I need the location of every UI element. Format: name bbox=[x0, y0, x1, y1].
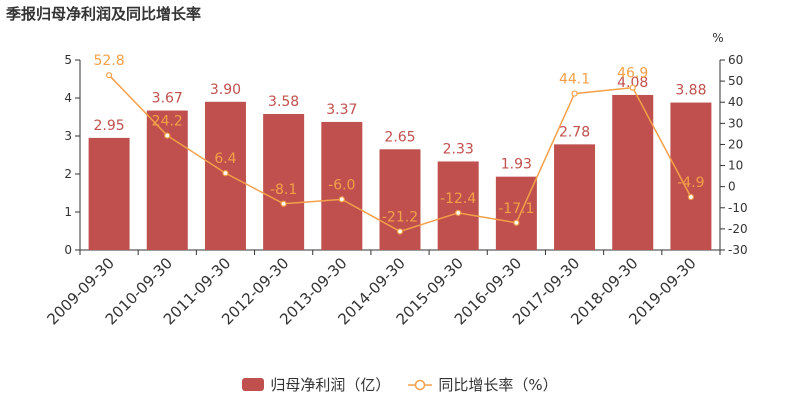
line-point bbox=[164, 132, 171, 139]
bar-value-label: 4.08 bbox=[617, 75, 648, 91]
line-value-label: 46.9 bbox=[617, 66, 648, 82]
legend-item-bar[interactable]: 归母净利润（亿） bbox=[242, 374, 390, 395]
line-value-label: -6.0 bbox=[328, 177, 355, 193]
y-right-tick-label: 50 bbox=[728, 74, 743, 88]
bar-value-label: 2.95 bbox=[94, 118, 125, 134]
legend-item-line[interactable]: 同比增长率（%） bbox=[408, 374, 558, 395]
legend-line-label: 同比增长率（%） bbox=[438, 376, 558, 394]
line-series-group bbox=[105, 72, 695, 235]
line-value-label: 24.2 bbox=[152, 114, 183, 130]
bar-value-label: 3.37 bbox=[326, 102, 357, 118]
y-left-tick-label: 0 bbox=[64, 243, 72, 257]
line-value-label: 6.4 bbox=[214, 151, 236, 167]
line-value-label: -17.1 bbox=[498, 201, 534, 217]
bar bbox=[554, 144, 596, 250]
line-point bbox=[396, 228, 404, 235]
legend-bar-swatch bbox=[242, 378, 265, 391]
bar-value-label: 3.88 bbox=[675, 83, 706, 99]
bar bbox=[495, 176, 537, 250]
line-value-label: -4.9 bbox=[677, 175, 704, 191]
y-right-unit-label: % bbox=[712, 31, 723, 45]
y-right-tick-label: 0 bbox=[728, 180, 736, 194]
legend-line-swatch bbox=[408, 379, 433, 390]
legend: 归母净利润（亿） 同比增长率（%） bbox=[0, 374, 800, 395]
bar bbox=[146, 110, 188, 250]
bar bbox=[321, 121, 363, 250]
y-left-tick-label: 1 bbox=[64, 205, 72, 219]
line-point bbox=[455, 209, 462, 216]
line-point bbox=[338, 196, 345, 203]
y-right-tick-label: 30 bbox=[728, 116, 743, 130]
legend-bar-label: 归母净利润（亿） bbox=[270, 376, 391, 394]
bar-value-label: 2.65 bbox=[384, 129, 415, 145]
bar bbox=[612, 94, 654, 251]
bar-value-label: 2.33 bbox=[443, 141, 474, 157]
bar bbox=[379, 149, 421, 250]
bar bbox=[263, 113, 305, 251]
line-point bbox=[222, 170, 229, 177]
bar-value-label: 2.78 bbox=[559, 124, 590, 140]
line-value-label: -21.2 bbox=[382, 209, 418, 225]
bar-labels-group: 2.95 3.67 3.90 3.58 3.37 2.65 2.33 1.93 2.78 4.08… bbox=[94, 75, 707, 173]
bar-value-label: 3.58 bbox=[268, 94, 299, 110]
y-left-tick-label: 3 bbox=[64, 129, 72, 143]
y-right-tick-label: -20 bbox=[728, 222, 748, 236]
bar-value-label: 1.93 bbox=[501, 157, 532, 173]
line-labels-group: 52.8 24.2 6.4 -8.1 -6.0 -21.2 -12.4 -17.1 44.1 46… bbox=[94, 53, 705, 225]
bar bbox=[437, 161, 479, 250]
line-point bbox=[513, 219, 520, 226]
line-value-label: -12.4 bbox=[440, 191, 476, 207]
line-value-label: 52.8 bbox=[94, 53, 125, 69]
line-point bbox=[629, 84, 636, 91]
line-point bbox=[280, 200, 287, 207]
line-point bbox=[105, 72, 113, 79]
line-point bbox=[571, 90, 578, 97]
chart-title: 季报归母净利润及同比增长率 bbox=[6, 5, 202, 23]
bar-value-label: 3.67 bbox=[152, 91, 183, 107]
y-left-tick-label: 5 bbox=[64, 53, 72, 67]
bar bbox=[88, 137, 130, 250]
y-right-tick-label: 40 bbox=[728, 95, 743, 109]
y-right-tick-label: -10 bbox=[728, 201, 748, 215]
bar-value-label: 3.90 bbox=[210, 82, 241, 98]
y-left-tick-label: 4 bbox=[64, 91, 72, 105]
y-right-tick-label: 20 bbox=[728, 137, 743, 151]
y-right-tick-label: 10 bbox=[728, 159, 743, 173]
y-left-tick-label: 2 bbox=[64, 167, 72, 181]
bar bbox=[670, 102, 712, 250]
line-point bbox=[687, 193, 695, 201]
y-right-tick-label: 60 bbox=[728, 53, 743, 67]
line-value-label: 44.1 bbox=[559, 72, 590, 88]
y-right-tick-label: -30 bbox=[728, 243, 748, 257]
line-value-label: -8.1 bbox=[270, 182, 297, 198]
